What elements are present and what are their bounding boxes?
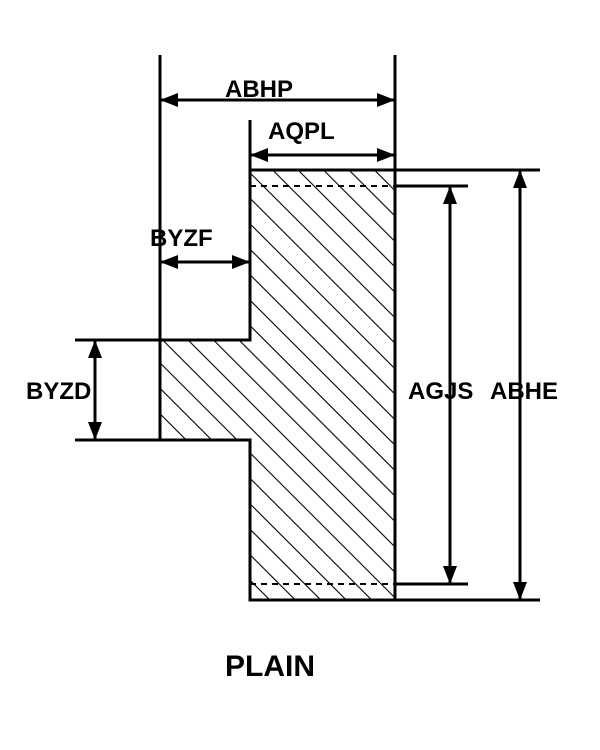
label-abhp: ABHP <box>225 76 293 104</box>
label-byzd: BYZD <box>26 378 91 406</box>
label-byzf: BYZF <box>150 225 213 253</box>
section-svg <box>0 0 600 750</box>
diagram-stage: ABHP AQPL BYZF BYZD AGJS ABHE PLAIN <box>0 0 600 750</box>
label-aqpl: AQPL <box>268 118 335 146</box>
label-agjs: AGJS <box>408 378 473 406</box>
caption-plain: PLAIN <box>225 650 315 684</box>
label-abhe: ABHE <box>490 378 558 406</box>
